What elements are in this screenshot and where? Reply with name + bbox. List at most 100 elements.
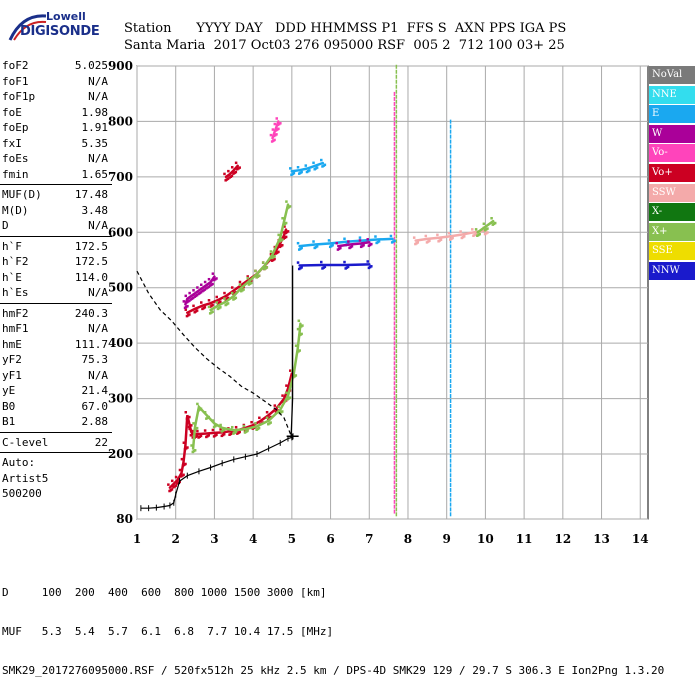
echo-dot	[188, 415, 191, 419]
param-value: N/A	[88, 322, 108, 335]
echo-trace	[298, 237, 394, 248]
y-tick-label: 800	[108, 114, 133, 128]
param-row: B0 67.0	[0, 399, 112, 415]
echo-dot	[281, 238, 284, 241]
echo-dot	[238, 280, 242, 284]
param-name: yE	[2, 384, 16, 397]
echo-dot	[211, 310, 214, 313]
y-tick-label: 900	[108, 59, 133, 73]
param-row: h`F2 172.5	[0, 254, 112, 270]
y-tick-label: 200	[108, 447, 133, 461]
echo-dot	[273, 122, 277, 126]
echo-dot	[207, 277, 211, 281]
echo-dot	[242, 424, 246, 428]
echo-dot	[482, 222, 486, 226]
echo-dot	[275, 117, 278, 120]
echo-dot	[292, 171, 296, 175]
echo-dot	[180, 457, 184, 461]
param-name: M(D)	[2, 203, 29, 217]
echo-dot	[350, 245, 354, 248]
echo-dot	[281, 243, 284, 247]
echo-dot	[323, 163, 327, 167]
param-value: 3.48	[81, 203, 109, 217]
echo-dot	[246, 276, 249, 280]
echo-dot	[281, 217, 284, 220]
polarization-legend: NoVal NNE E W Vo- Vo+ SSW X- X+ SSE NNW	[649, 66, 695, 282]
x-tick-label: 6	[326, 532, 334, 546]
echo-dot	[296, 166, 300, 169]
echo-dot	[300, 332, 303, 336]
echo-dot	[269, 421, 272, 424]
echo-dot	[254, 269, 257, 273]
echo-dot	[178, 468, 182, 472]
echo-dot	[283, 225, 286, 228]
echo-dot	[478, 232, 481, 236]
param-row: hmF1 N/A	[0, 321, 112, 337]
param-row: foF1p N/A	[0, 89, 112, 105]
echo-dot	[265, 411, 269, 414]
param-row: fxI 5.35	[0, 136, 112, 152]
echo-dot	[215, 295, 218, 299]
x-tick-label: 5	[288, 532, 296, 546]
echo-dot	[308, 169, 311, 172]
param-name: h`F2	[2, 255, 29, 268]
param-value: N/A	[88, 90, 108, 103]
echo-trace	[271, 120, 280, 140]
echo-dot	[286, 230, 290, 233]
echo-dot	[304, 164, 308, 167]
param-value: 21.4	[81, 384, 109, 397]
echo-dot	[211, 282, 214, 286]
echo-dot	[300, 170, 303, 174]
echo-dot	[230, 431, 234, 435]
echo-dot	[294, 344, 298, 347]
param-row: h`Es N/A	[0, 285, 112, 301]
echo-dot	[226, 177, 230, 180]
param-row: B1 2.88	[0, 414, 112, 430]
header-values: Santa Maria 2017 Oct03 276 095000 RSF 00…	[124, 38, 565, 53]
echo-dot	[207, 305, 211, 309]
footer-distance-row: D 100 200 400 600 800 1000 1500 3000 [km…	[2, 586, 327, 599]
echo-dot	[192, 304, 195, 308]
param-name: foF1	[2, 74, 29, 88]
legend-item: W	[649, 124, 695, 143]
echo-dot	[298, 349, 301, 352]
echo-dot	[343, 237, 346, 241]
echo-dot	[358, 236, 362, 239]
echo-dot	[335, 241, 339, 245]
echo-dot	[230, 286, 234, 289]
param-row: hmE 111.7	[0, 337, 112, 353]
x-tick-label: 11	[516, 532, 533, 546]
y-tick-label: 500	[108, 281, 133, 295]
param-row: foE 1.98	[0, 105, 112, 121]
y-tick-label: 700	[108, 170, 133, 184]
echo-dot	[285, 384, 288, 387]
echo-trace	[290, 161, 325, 173]
echo-dot	[327, 239, 331, 242]
echo-dot	[486, 227, 489, 230]
echo-dot	[301, 324, 304, 327]
param-row: C-level 22	[0, 435, 112, 451]
echo-dot	[188, 313, 191, 316]
echo-dot	[222, 432, 226, 436]
plot-frame	[136, 65, 649, 520]
auto-scaling-text: Artist5	[2, 471, 49, 485]
echo-dot	[195, 434, 199, 438]
echo-dot	[222, 428, 226, 432]
echo-dot	[370, 242, 373, 246]
y-tick-label: 80	[116, 512, 133, 526]
x-tick-label: 10	[477, 532, 494, 546]
param-row: M(D) 3.48	[0, 203, 112, 219]
param-name: fxI	[2, 136, 22, 150]
echo-dot	[182, 300, 186, 303]
echo-dot	[265, 266, 269, 269]
legend-item: NoVal	[649, 66, 695, 84]
echo-dot	[366, 260, 369, 263]
x-tick-label: 9	[443, 532, 451, 546]
x-tick-label: 14	[632, 532, 649, 546]
legend-item: SSW	[649, 183, 695, 202]
x-tick-label: 3	[210, 532, 218, 546]
echo-dot	[250, 281, 253, 285]
echo-dot	[275, 133, 278, 136]
echo-dot	[281, 410, 284, 413]
echo-dot	[258, 416, 261, 420]
